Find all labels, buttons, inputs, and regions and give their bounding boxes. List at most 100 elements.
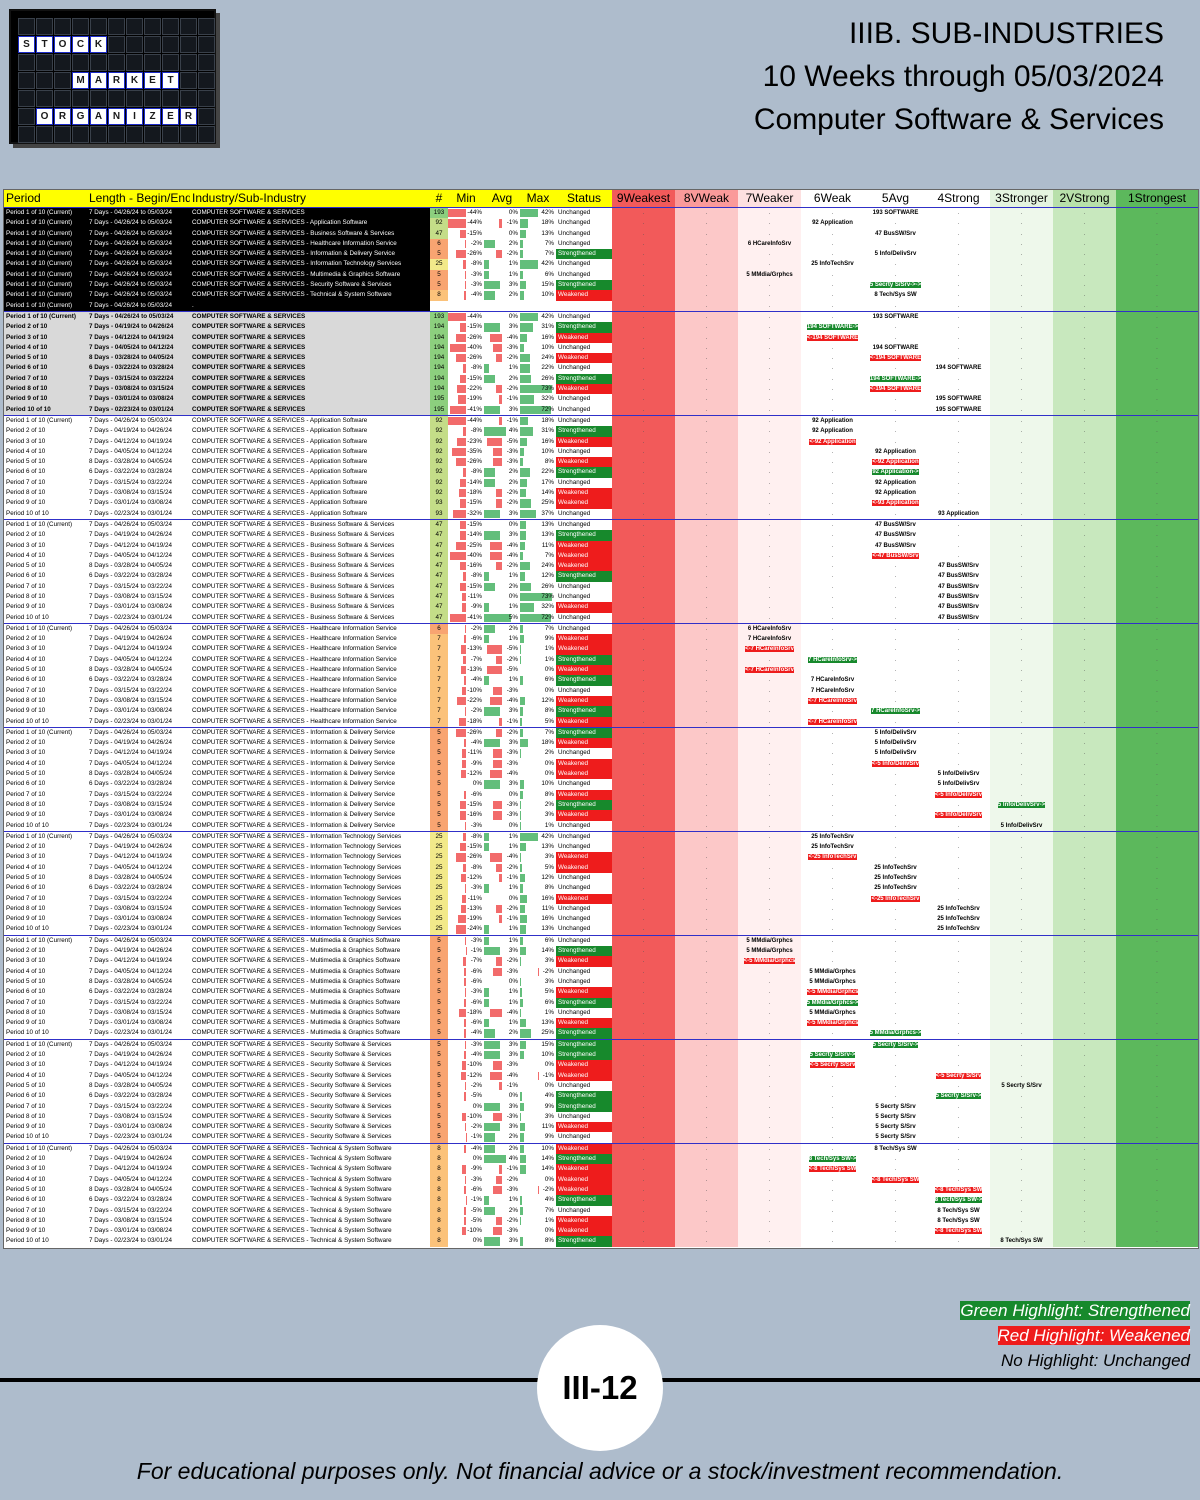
industry-cell: COMPUTER SOFTWARE & SERVICES - Healthcar…	[192, 666, 397, 674]
min-cell: -7%	[448, 956, 484, 966]
max-cell: 32%	[520, 602, 556, 612]
count-cell: 194	[430, 332, 448, 343]
disclaimer: For educational purposes only. Not finan…	[136, 1458, 1064, 1484]
logo-blank-tile	[108, 126, 125, 143]
value-text: -5%	[506, 645, 518, 653]
max-cell: 18%	[520, 738, 556, 748]
value-bar	[520, 531, 526, 540]
level-cell: .	[864, 976, 927, 988]
level-cell: .	[1053, 602, 1116, 613]
length-cell: 7 Days - 04/26/24 to 05/03/24	[87, 310, 190, 323]
value-bar	[462, 1112, 466, 1122]
logo-blank-tile	[144, 126, 161, 143]
industry-cell: COMPUTER SOFTWARE & SERVICES - Healthcar…	[192, 696, 397, 704]
status-cell: Weakened	[556, 353, 612, 364]
avg-cell: 1%	[484, 363, 520, 373]
value-text: -2%	[542, 967, 554, 975]
level-cell: .	[1053, 1226, 1116, 1237]
level-cell: .	[675, 612, 738, 624]
value-bar	[464, 270, 466, 280]
level-cell: .	[612, 675, 675, 686]
logo-blank-tile	[36, 54, 53, 71]
level-cell: .	[1053, 665, 1116, 676]
value-bar	[520, 717, 523, 726]
level-cell: .	[675, 997, 738, 1008]
max-cell: 16%	[520, 894, 556, 904]
avg-cell: 2%	[484, 374, 520, 384]
level-cell: .	[675, 1070, 738, 1081]
value-bar	[493, 686, 502, 695]
avg-cell	[484, 301, 520, 312]
count-cell: 195	[430, 394, 448, 405]
level-cell: .	[927, 883, 990, 894]
avg-cell: 1%	[484, 883, 520, 893]
length-cell: 8 Days - 03/28/24 to 04/05/24	[89, 770, 172, 778]
level-cell: .	[1053, 249, 1116, 260]
level-marker: 5 Secrty S/Srv->	[935, 1093, 982, 1100]
logo-blank-tile	[36, 126, 53, 143]
value-text: 3%	[508, 405, 518, 413]
min-cell: -4%	[448, 738, 484, 748]
status-cell: Strengthened	[556, 706, 612, 717]
min-cell: -15%	[448, 518, 484, 531]
logo-blank-tile	[180, 90, 197, 107]
count-cell: 5	[430, 726, 448, 739]
max-cell: 3%	[520, 810, 556, 820]
value-bar	[457, 385, 466, 394]
logo-blank-tile	[54, 54, 71, 71]
max-cell: 8%	[520, 457, 556, 467]
value-bar	[484, 832, 490, 842]
length-cell: 7 Days - 04/19/24 to 04/26/24	[89, 531, 172, 539]
avg-cell: 2%	[484, 622, 520, 635]
count-cell: 25	[430, 893, 448, 904]
industry-cell: COMPUTER SOFTWARE & SERVICES - Business …	[192, 592, 395, 600]
level-cell: .	[990, 685, 1053, 696]
value-text: -1%	[542, 1071, 554, 1079]
value-text: 2%	[508, 1144, 518, 1152]
level-cell: .	[675, 903, 738, 915]
level-cell: .	[738, 1132, 801, 1144]
level-marker: 194 SOFTWARE	[872, 344, 919, 351]
column-header: #	[430, 190, 448, 208]
status-cell: Weakened	[556, 1018, 612, 1029]
status-cell: Weakened	[556, 561, 612, 572]
level-cell: .	[612, 1028, 675, 1040]
value-bar	[520, 800, 521, 810]
industry-cell: COMPUTER SOFTWARE & SERVICES - Business …	[190, 518, 430, 531]
count-cell: 5	[430, 966, 448, 977]
level-cell: .	[927, 373, 990, 385]
level-cell: .	[1053, 622, 1116, 635]
min-cell: -6%	[448, 977, 484, 987]
value-text: -6%	[470, 967, 482, 975]
value-text: 26%	[541, 374, 554, 382]
max-cell: 24%	[520, 561, 556, 571]
level-cell: .	[1116, 1174, 1198, 1185]
value-text: -2%	[506, 562, 518, 570]
max-cell: 42%	[520, 259, 556, 269]
status-cell: Unchanged	[558, 780, 591, 788]
level-cell: .	[675, 457, 738, 468]
value-bar	[452, 447, 466, 457]
level-cell: <-194 SOFTWARE	[864, 384, 927, 395]
industry-cell: COMPUTER SOFTWARE & SERVICES - Informati…	[192, 821, 395, 829]
value-text: 7%	[544, 239, 554, 247]
level-cell: .	[675, 426, 738, 437]
industry-cell: COMPUTER SOFTWARE & SERVICES - Informati…	[192, 904, 402, 912]
max-cell: 7%	[520, 622, 556, 635]
count-cell: 92	[430, 426, 448, 437]
avg-cell: 3%	[484, 405, 520, 416]
table-row: Period 8 of 10 7 Days - 03/08/24 to 03/15…	[4, 488, 1198, 499]
value-bar	[520, 416, 528, 426]
count-cell: 5	[430, 946, 448, 957]
max-cell: 1%	[520, 655, 556, 665]
status-cell: Weakened	[556, 1122, 612, 1133]
level-cell: .	[675, 1132, 738, 1144]
length-cell: 7 Days - 04/26/24 to 05/03/24	[87, 830, 190, 843]
max-cell: 22%	[520, 467, 556, 477]
level-cell: .	[1053, 726, 1116, 739]
column-header: 3Stronger	[990, 190, 1053, 208]
level-cell: .	[1116, 852, 1198, 863]
industry-cell: COMPUTER SOFTWARE & SERVICES - Business …	[192, 603, 395, 611]
value-bar	[499, 395, 502, 404]
max-cell: 4%	[520, 1091, 556, 1101]
